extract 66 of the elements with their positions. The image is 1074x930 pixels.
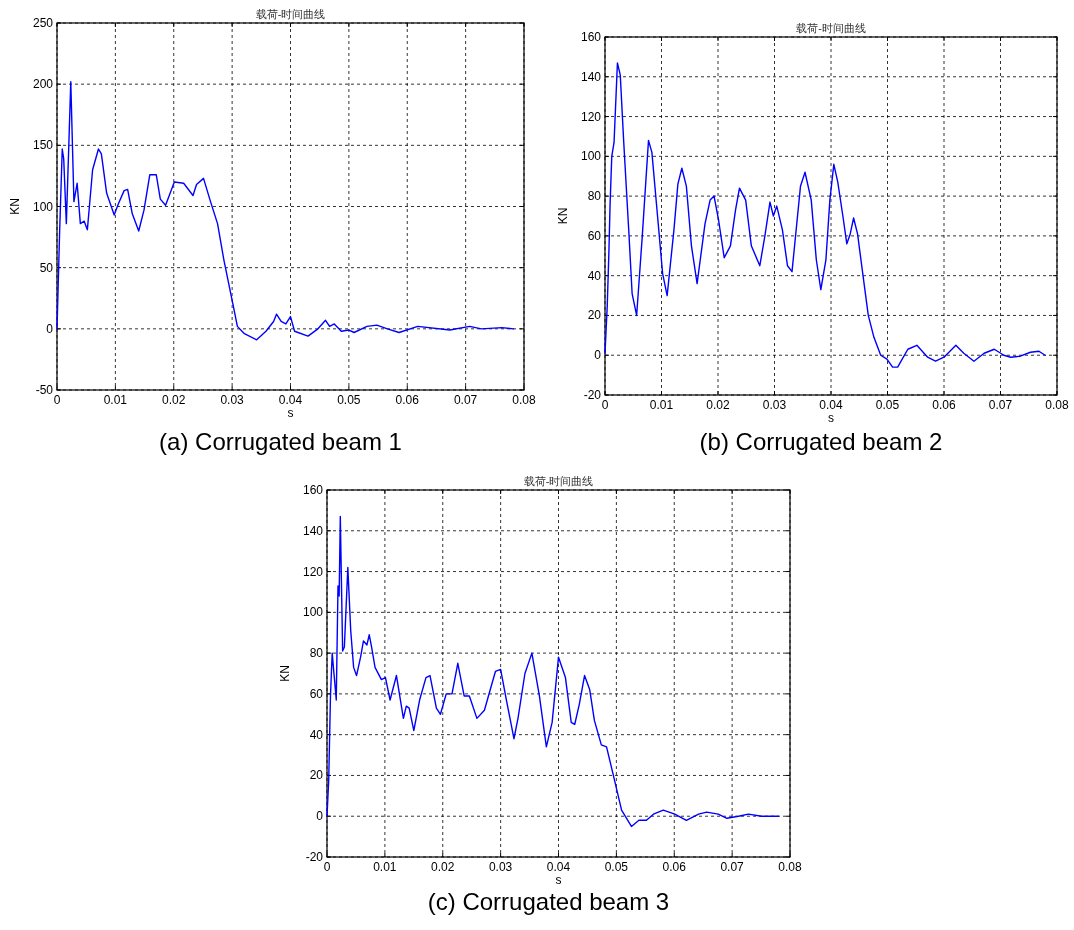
y-tick-label: 200 (32, 77, 54, 92)
y-tick-label: 0 (594, 348, 602, 363)
y-tick-label: 120 (302, 564, 324, 579)
y-axis-title: KN (556, 207, 570, 225)
x-tick-label: 0.07 (988, 398, 1013, 412)
y-tick-label: -20 (583, 388, 602, 402)
x-tick-label: 0.04 (278, 393, 303, 407)
y-tick-label: 50 (39, 260, 54, 275)
x-tick-label: 0.05 (604, 860, 629, 874)
x-tick-label: 0.07 (720, 860, 745, 874)
x-tick-label: 0.05 (875, 398, 900, 412)
x-tick-label: 0.02 (162, 393, 186, 407)
y-tick-label: 80 (587, 189, 602, 204)
y-tick-label: 160 (580, 30, 602, 44)
y-tick-label: 60 (587, 228, 602, 243)
y-tick-label: 40 (587, 268, 602, 283)
x-tick-label: 0.01 (649, 398, 674, 412)
chart-title: 载荷-时间曲线 (255, 8, 326, 20)
chart-title: 载荷-时间曲线 (523, 475, 594, 487)
x-tick-label: 0.06 (395, 393, 420, 407)
y-axis-title: KN (278, 665, 292, 682)
x-axis-title: s (828, 411, 834, 425)
chart-title: 载荷-时间曲线 (796, 22, 866, 34)
x-tick-label: 0.06 (662, 860, 687, 874)
x-tick-label: 0.01 (103, 393, 128, 407)
x-tick-label: 0.03 (762, 398, 787, 412)
y-tick-label: 60 (309, 686, 324, 701)
y-tick-label: 20 (309, 768, 324, 783)
x-tick-label: 0.02 (431, 860, 455, 874)
x-tick-label: 0.02 (706, 398, 730, 412)
x-tick-label: 0.04 (819, 398, 843, 412)
line-series (56, 81, 515, 341)
x-tick-label: 0.08 (1045, 398, 1069, 412)
x-axis-title: s (287, 406, 294, 420)
y-tick-label: 140 (580, 69, 602, 84)
y-tick-label: 120 (580, 109, 602, 124)
y-tick-label: 100 (580, 149, 602, 164)
y-tick-label: 250 (32, 16, 54, 30)
line-series (604, 62, 1046, 368)
y-tick-label: -20 (305, 850, 324, 864)
x-tick-label: 0.07 (453, 393, 478, 407)
y-tick-label: 160 (302, 483, 324, 497)
x-tick-label: 0.04 (546, 860, 571, 874)
y-tick-label: 40 (309, 727, 324, 742)
y-tick-label: -50 (35, 383, 54, 397)
y-tick-label: 20 (587, 308, 602, 323)
y-tick-label: 140 (302, 523, 324, 538)
x-tick-label: 0.08 (512, 393, 536, 407)
x-tick-label: 0.05 (337, 393, 361, 407)
y-tick-label: 100 (32, 199, 54, 214)
x-tick-label: 0.01 (373, 860, 397, 874)
y-tick-label: 0 (316, 809, 324, 824)
line-series (326, 515, 780, 828)
x-tick-label: 0.06 (932, 398, 956, 412)
y-tick-label: 100 (302, 605, 324, 620)
x-tick-label: 0.03 (488, 860, 513, 874)
x-axis-title: s (555, 873, 562, 887)
x-tick-label: 0.03 (220, 393, 245, 407)
x-tick-label: 0.08 (778, 860, 802, 874)
y-tick-label: 150 (32, 138, 54, 153)
y-tick-label: 0 (46, 321, 54, 336)
y-axis-title: KN (8, 198, 22, 215)
y-tick-label: 80 (309, 646, 324, 661)
text: (a) Corrugated beam 1 (159, 428, 402, 455)
text: (c) Corrugated beam 3 (427, 888, 670, 915)
text: (b) Corrugated beam 2 (699, 428, 943, 455)
